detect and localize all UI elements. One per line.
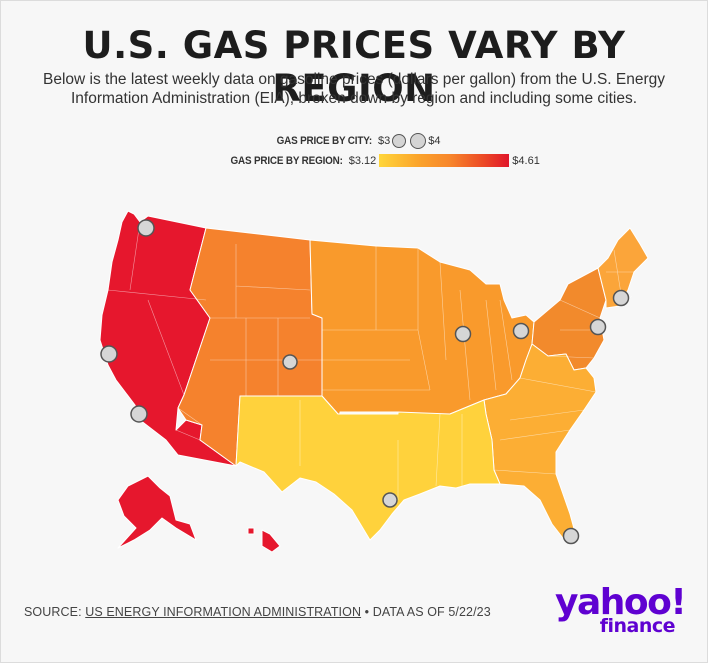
- region-alaska: [117, 475, 197, 549]
- source-link[interactable]: US ENERGY INFORMATION ADMINISTRATION: [85, 605, 362, 619]
- state-borders: [107, 221, 634, 500]
- legend-region-max: $4.61: [512, 154, 540, 167]
- city-marker: [382, 492, 398, 508]
- region-new-england: [597, 227, 649, 309]
- page-title: U.S. GAS PRICES VARY BY REGION: [82, 24, 626, 110]
- legend-region: GAS PRICE BY REGION: $3.12 $4.61: [218, 154, 540, 167]
- region-gulf-coast: [235, 395, 501, 541]
- city-marker: [562, 527, 580, 545]
- logo-yahoo: yahoo!: [555, 582, 687, 623]
- legend-region-min: $3.12: [348, 154, 377, 167]
- legend-region-label: GAS PRICE BY REGION:: [230, 154, 343, 167]
- city-marker: [282, 354, 298, 370]
- source-line: SOURCE: US ENERGY INFORMATION ADMINISTRA…: [24, 605, 491, 619]
- legend-city-label: GAS PRICE BY CITY:: [276, 135, 373, 147]
- page-subtitle: Below is the latest weekly data on gasol…: [42, 71, 666, 107]
- legend-small-dot-icon: [392, 134, 407, 148]
- city-marker: [589, 318, 607, 336]
- city-marker: [612, 289, 630, 307]
- city-markers: [100, 219, 630, 545]
- source-date-note: DATA AS OF 5/22/23: [372, 605, 491, 619]
- city-marker: [100, 345, 118, 363]
- source-prefix: SOURCE:: [24, 605, 86, 619]
- legend-city-max: $4: [428, 135, 441, 147]
- city-marker: [130, 405, 148, 423]
- logo-finance: finance: [599, 615, 676, 637]
- region-hawaii: [247, 527, 281, 553]
- legend-city: GAS PRICE BY CITY: $3 $4: [266, 133, 441, 149]
- city-marker: [454, 325, 472, 343]
- legend-gradient-bar: [379, 154, 510, 167]
- legend-city-min: $3: [378, 135, 391, 147]
- legend-large-dot-icon: [410, 133, 427, 149]
- source-separator: •: [361, 605, 373, 619]
- yahoo-finance-logo: yahoo! finance: [555, 582, 687, 638]
- city-marker: [512, 322, 530, 340]
- city-marker: [137, 219, 155, 237]
